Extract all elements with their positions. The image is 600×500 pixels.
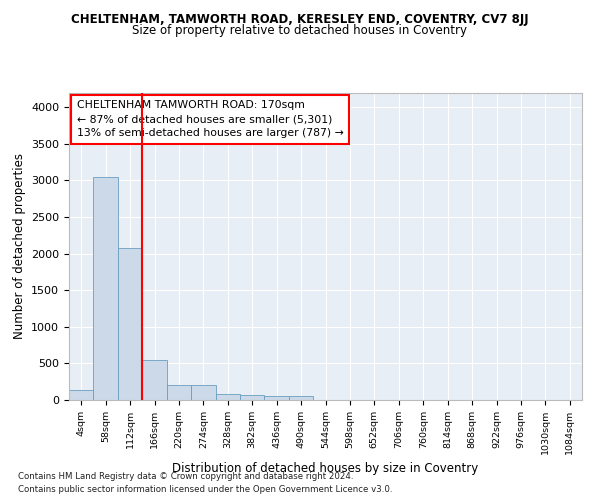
Bar [69,390,94,400]
Text: CHELTENHAM, TAMWORTH ROAD, KERESLEY END, COVENTRY, CV7 8JJ: CHELTENHAM, TAMWORTH ROAD, KERESLEY END,… [71,12,529,26]
Y-axis label: Number of detached properties: Number of detached properties [13,153,26,339]
Text: Contains public sector information licensed under the Open Government Licence v3: Contains public sector information licen… [18,485,392,494]
Bar [215,394,240,400]
Bar [289,396,313,400]
Bar [265,396,289,400]
Bar [118,248,142,400]
Text: Size of property relative to detached houses in Coventry: Size of property relative to detached ho… [133,24,467,37]
Bar [94,176,118,400]
Bar [142,360,167,400]
Text: Contains HM Land Registry data © Crown copyright and database right 2024.: Contains HM Land Registry data © Crown c… [18,472,353,481]
Text: CHELTENHAM TAMWORTH ROAD: 170sqm
← 87% of detached houses are smaller (5,301)
13: CHELTENHAM TAMWORTH ROAD: 170sqm ← 87% o… [77,100,343,138]
Bar [191,384,215,400]
X-axis label: Distribution of detached houses by size in Coventry: Distribution of detached houses by size … [172,462,479,475]
Bar [240,395,265,400]
Bar [167,384,191,400]
